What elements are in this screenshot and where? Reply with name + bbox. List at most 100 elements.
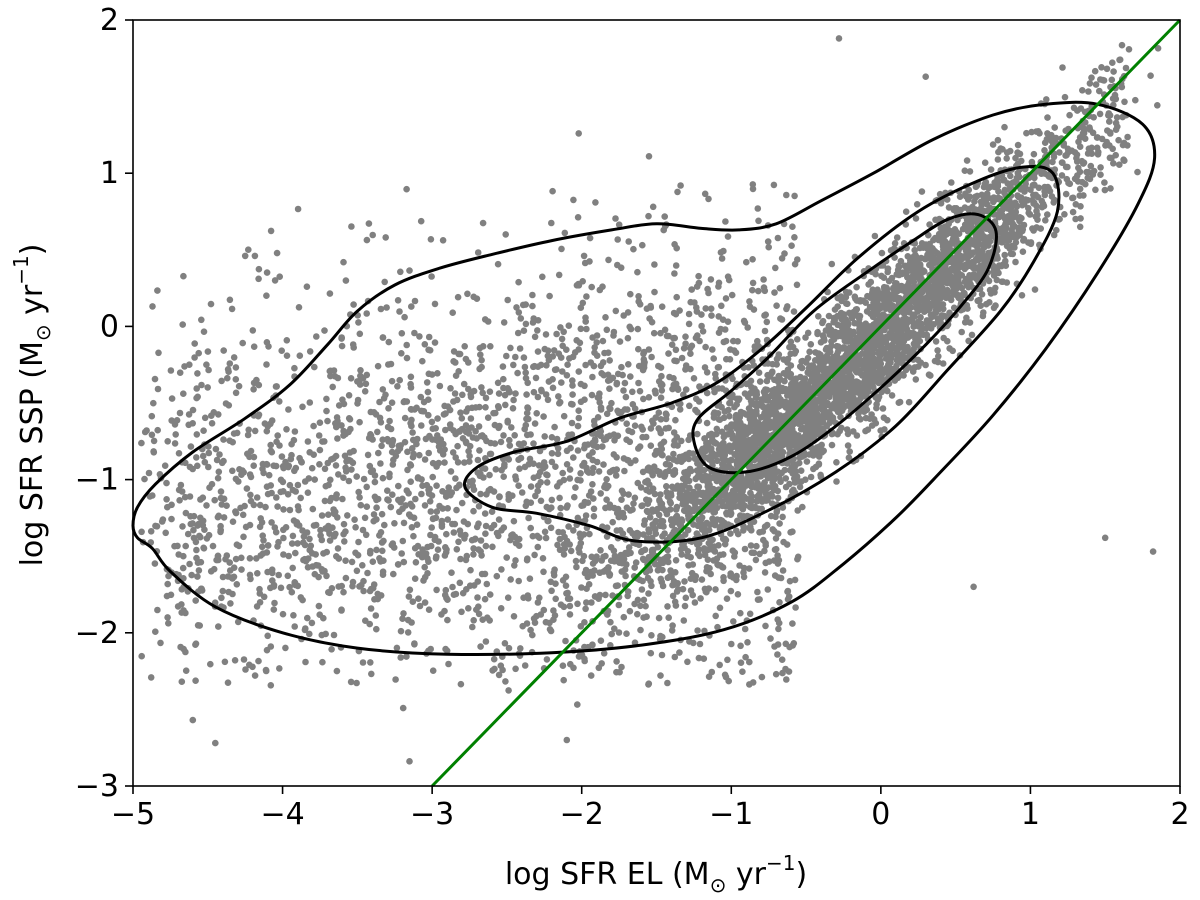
scatter-point (853, 368, 860, 376)
scatter-point (747, 427, 754, 435)
scatter-point (321, 438, 328, 445)
scatter-point (451, 520, 459, 528)
scatter-point (686, 402, 693, 410)
scatter-point (204, 348, 212, 355)
scatter-point (219, 573, 227, 581)
scatter-point (278, 453, 286, 460)
scatter-point (592, 556, 600, 563)
scatter-point (811, 357, 819, 364)
scatter-point (835, 343, 842, 350)
scatter-point (149, 303, 156, 310)
scatter-point (284, 572, 292, 580)
scatter-point (760, 284, 768, 291)
scatter-point (263, 646, 271, 654)
scatter-point (947, 296, 955, 304)
scatter-point (783, 676, 790, 683)
scatter-point (399, 537, 407, 545)
scatter-point (470, 507, 477, 515)
scatter-point (899, 350, 906, 358)
scatter-point (517, 645, 524, 652)
scatter-point (950, 283, 957, 291)
scatter-point (618, 496, 625, 504)
scatter-point (397, 654, 405, 661)
scatter-point (747, 489, 754, 497)
scatter-point (715, 416, 723, 423)
scatter-point (705, 487, 712, 494)
scatter-point (552, 595, 559, 603)
scatter-point (550, 572, 558, 579)
scatter-point (560, 541, 568, 548)
scatter-point (294, 481, 302, 489)
scatter-point (323, 572, 330, 580)
scatter-point (764, 459, 772, 466)
scatter-point (777, 478, 784, 486)
scatter-point (1076, 185, 1084, 193)
scatter-point (274, 432, 282, 439)
scatter-point (299, 403, 306, 411)
scatter-point (676, 649, 683, 656)
scatter-point (428, 524, 436, 531)
scatter-point (355, 488, 363, 496)
scatter-point (845, 327, 852, 334)
scatter-point (823, 422, 831, 430)
scatter-point (511, 562, 518, 569)
scatter-point (198, 316, 205, 324)
scatter-point (356, 381, 364, 388)
scatter-point (213, 456, 221, 464)
scatter-point (509, 405, 517, 412)
scatter-point (771, 399, 779, 406)
scatter-point (479, 343, 487, 350)
scatter-point (880, 283, 888, 291)
scatter-point (572, 557, 580, 565)
scatter-point (175, 450, 183, 457)
scatter-point (392, 676, 399, 683)
scatter-point (429, 473, 437, 481)
scatter-point (667, 567, 674, 574)
scatter-point (746, 481, 753, 488)
scatter-point (842, 345, 850, 352)
scatter-point (179, 321, 186, 328)
scatter-point (918, 188, 926, 195)
scatter-point (912, 336, 919, 343)
scatter-point (1132, 96, 1139, 104)
scatter-point (558, 245, 565, 253)
scatter-point (342, 574, 350, 582)
scatter-point (351, 516, 358, 523)
scatter-point (728, 456, 735, 464)
scatter-point (408, 422, 415, 430)
scatter-point (804, 329, 812, 337)
scatter-point (306, 630, 313, 638)
scatter-point (406, 758, 413, 765)
scatter-point (342, 464, 349, 472)
scatter-point (164, 580, 171, 588)
scatter-point (922, 325, 930, 332)
scatter-point (961, 265, 968, 273)
scatter-point (566, 541, 573, 548)
scatter-point (954, 276, 962, 284)
scatter-point (457, 680, 465, 688)
scatter-point (823, 368, 831, 375)
scatter-point (407, 513, 414, 520)
scatter-point (721, 451, 728, 459)
scatter-point (495, 390, 503, 397)
scatter-point (923, 317, 931, 324)
scatter-point (556, 400, 563, 407)
scatter-point (595, 468, 603, 475)
scatter-point (709, 536, 716, 544)
scatter-point (360, 587, 367, 595)
scatter-point (843, 426, 851, 433)
scatter-point (355, 319, 362, 326)
scatter-point (820, 399, 827, 407)
scatter-point (685, 562, 692, 569)
scatter-point (862, 355, 870, 362)
scatter-point (395, 482, 402, 490)
scatter-point (411, 297, 419, 305)
scatter-point (399, 704, 407, 712)
scatter-point (333, 414, 341, 421)
scatter-point (713, 457, 721, 465)
scatter-point (267, 441, 275, 449)
scatter-point (834, 430, 841, 438)
scatter-point (867, 278, 875, 286)
scatter-point (188, 571, 195, 579)
scatter-point (772, 264, 779, 272)
